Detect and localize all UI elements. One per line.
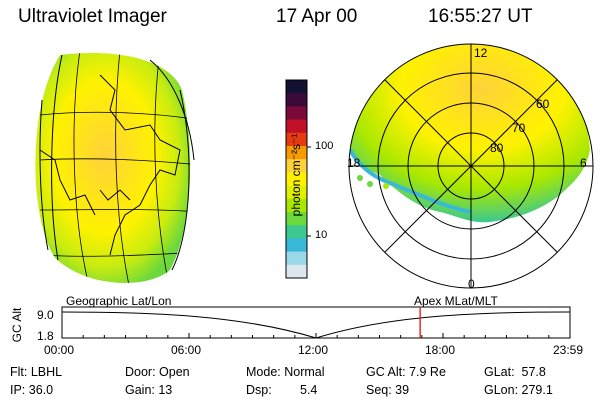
time-tick-1800: 18:00 bbox=[425, 343, 456, 357]
timeline-left-caption: Geographic Lat/Lon bbox=[66, 294, 172, 308]
time-label: 16:55:27 UT bbox=[428, 6, 533, 27]
seq-value: Seq: 39 bbox=[366, 383, 410, 397]
time-tick-0000: 00:00 bbox=[44, 343, 75, 357]
dsp-value: 5.4 bbox=[300, 383, 318, 397]
polar-mlt-6: 6 bbox=[580, 156, 587, 170]
altitude-curve bbox=[61, 311, 571, 339]
polar-lat-70: 70 bbox=[512, 121, 526, 135]
polar-mlt-0: 0 bbox=[468, 277, 475, 291]
time-tick-2359: 23:59 bbox=[553, 343, 584, 357]
polar-mlt-12: 12 bbox=[474, 46, 488, 60]
dsp-label: Dsp: bbox=[246, 383, 272, 397]
timeline-y-bottom: 1.8 bbox=[37, 329, 54, 343]
polar-mlt-18: 18 bbox=[347, 156, 361, 170]
colorbar-segment bbox=[286, 264, 307, 279]
globe-aurora-region bbox=[35, 53, 191, 283]
ip-value: IP: 36.0 bbox=[10, 383, 54, 397]
gc-alt-value: GC Alt: 7.9 Re bbox=[366, 365, 446, 379]
glat-value: GLat: 57.8 bbox=[484, 365, 546, 379]
filter-value: Flt: LBHL bbox=[10, 365, 63, 379]
polar-aurora-region bbox=[350, 44, 590, 223]
colorbar-segment bbox=[286, 80, 307, 94]
time-tick-0600: 06:00 bbox=[171, 343, 202, 357]
colorbar-segment bbox=[286, 251, 307, 266]
date-label: 17 Apr 00 bbox=[276, 6, 358, 27]
colorbar-tick-100: 100 bbox=[315, 140, 334, 152]
colorbar-unit-label: photon cm⁻²s⁻¹ bbox=[289, 133, 303, 217]
colorbar-tick-10: 10 bbox=[315, 229, 328, 241]
glon-value: GLon: 279.1 bbox=[484, 383, 553, 397]
colorbar-segment bbox=[286, 93, 307, 107]
timeline-y-top: 9.0 bbox=[37, 308, 54, 322]
app-title: Ultraviolet Imager bbox=[18, 6, 167, 27]
mode-value: Mode: Normal bbox=[246, 365, 325, 379]
polar-lat-60: 60 bbox=[536, 97, 550, 111]
timeline-right-caption: Apex MLat/MLT bbox=[414, 294, 498, 308]
colorbar-segment bbox=[286, 238, 307, 253]
door-value: Door: Open bbox=[125, 365, 190, 379]
time-tick-1200: 12:00 bbox=[298, 343, 329, 357]
polar-lat-80: 80 bbox=[490, 141, 504, 155]
gain-value: Gain: 13 bbox=[125, 383, 173, 397]
timeline-axis-label: GC Alt bbox=[10, 307, 24, 343]
